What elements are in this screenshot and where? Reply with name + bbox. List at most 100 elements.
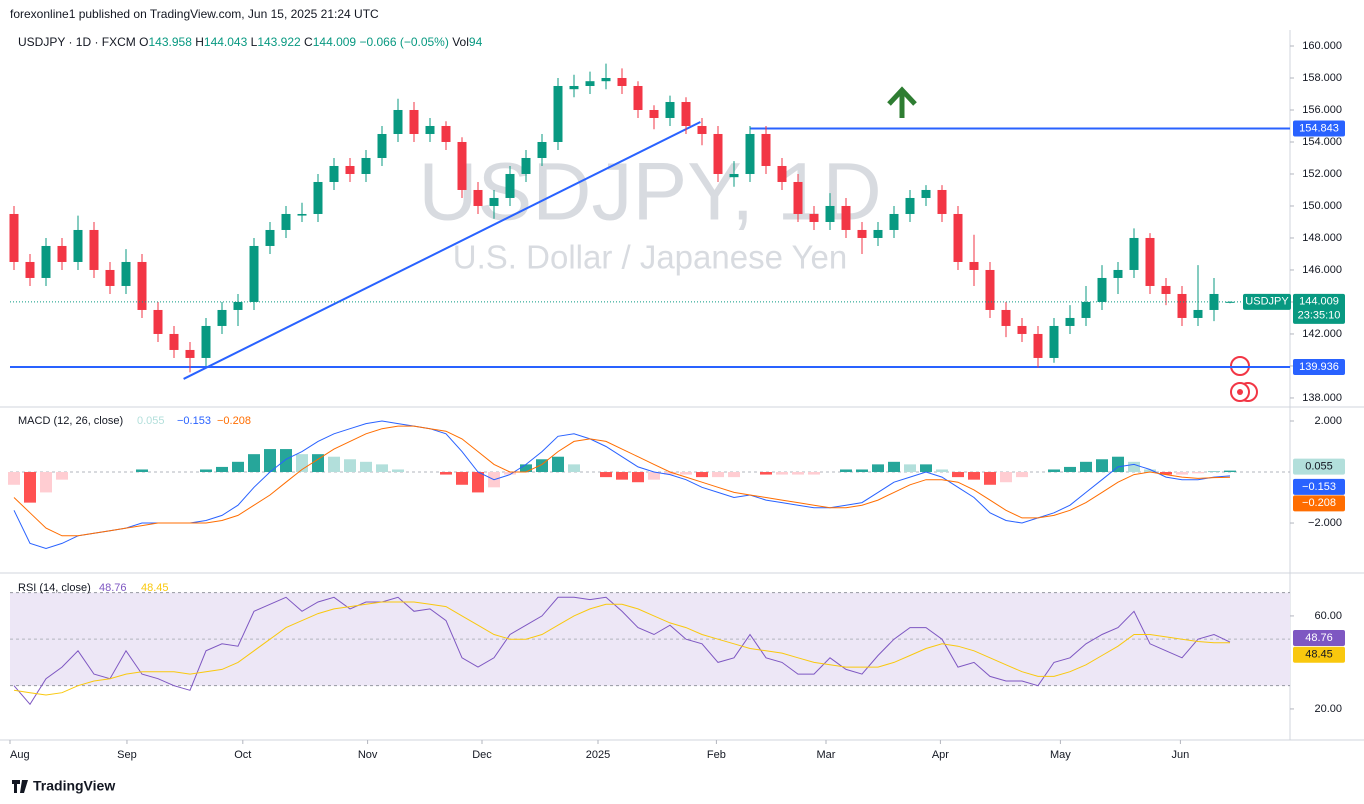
candle-body bbox=[1161, 285, 1171, 294]
last-price: 144.009 bbox=[1299, 296, 1339, 308]
legend-value: 0.055 bbox=[137, 415, 165, 427]
candle-body bbox=[1033, 333, 1043, 358]
candle-body bbox=[665, 101, 675, 118]
candle-body bbox=[409, 109, 419, 134]
y-tick-label: 148.000 bbox=[1302, 232, 1342, 244]
histogram-bar bbox=[40, 472, 52, 493]
y-tick-label: −2.000 bbox=[1308, 517, 1342, 529]
y-tick-label: 60.00 bbox=[1314, 610, 1342, 622]
y-tick-label: 158.000 bbox=[1302, 72, 1342, 84]
histogram-bar bbox=[1064, 466, 1076, 473]
change: −0.066 (−0.05%) bbox=[359, 35, 449, 49]
histogram-bar bbox=[376, 464, 388, 473]
candle-body bbox=[329, 165, 339, 182]
histogram-bar bbox=[936, 469, 948, 473]
level-label: 139.936 bbox=[1299, 361, 1339, 373]
candle-body bbox=[569, 85, 579, 90]
histogram-bar bbox=[776, 472, 788, 475]
last-value-box bbox=[1293, 646, 1345, 663]
candle-body bbox=[345, 165, 355, 174]
x-tick-label: Jun bbox=[1172, 749, 1190, 761]
histogram-bar bbox=[504, 472, 516, 475]
histogram-bar bbox=[1192, 472, 1204, 474]
candle-body bbox=[473, 189, 483, 206]
last-value: 0.055 bbox=[1305, 461, 1333, 473]
h-label: H bbox=[195, 35, 204, 49]
candle-body bbox=[809, 213, 819, 222]
candle-body bbox=[1081, 301, 1091, 318]
histogram-bar bbox=[1016, 472, 1028, 478]
candle-body bbox=[1017, 325, 1027, 334]
candle-body bbox=[985, 269, 995, 310]
candle-body bbox=[169, 333, 179, 350]
histogram-bar bbox=[248, 454, 260, 473]
candle-body bbox=[425, 125, 435, 134]
histogram-bar bbox=[872, 464, 884, 473]
last-value: 48.45 bbox=[1305, 649, 1333, 661]
watermark-sub: U.S. Dollar / Japanese Yen bbox=[453, 239, 847, 276]
candle-body bbox=[41, 245, 51, 278]
candle-body bbox=[457, 141, 467, 190]
candle-body bbox=[857, 229, 867, 238]
rsi-band bbox=[10, 592, 1290, 686]
c-label: C bbox=[304, 35, 313, 49]
histogram-bar bbox=[312, 454, 324, 473]
last-value-box bbox=[1293, 458, 1345, 475]
histogram-bar bbox=[1080, 461, 1092, 473]
histogram-bar bbox=[632, 472, 644, 483]
last-value-box bbox=[1293, 630, 1345, 647]
x-tick-label: May bbox=[1050, 749, 1071, 761]
candle-body bbox=[361, 157, 371, 174]
x-tick-label: Sep bbox=[117, 749, 137, 761]
candle-body bbox=[1145, 237, 1155, 286]
histogram-bar bbox=[1208, 471, 1220, 473]
histogram-bar bbox=[952, 472, 964, 478]
histogram-bar bbox=[856, 469, 868, 473]
candle-body bbox=[201, 325, 211, 358]
histogram-bar bbox=[216, 466, 228, 473]
candle-body bbox=[9, 213, 19, 262]
candle-body bbox=[793, 181, 803, 214]
histogram-bar bbox=[520, 464, 532, 473]
ticker-box bbox=[1243, 293, 1291, 310]
histogram-bar bbox=[1160, 472, 1172, 475]
candle-body bbox=[969, 261, 979, 270]
candle-body bbox=[297, 213, 307, 216]
candle-body bbox=[153, 309, 163, 334]
histogram-bar bbox=[264, 449, 276, 473]
candle-body bbox=[617, 77, 627, 86]
x-tick-label: Nov bbox=[358, 749, 378, 761]
histogram-bar bbox=[344, 459, 356, 473]
histogram-bar bbox=[200, 469, 212, 473]
histogram-bar bbox=[568, 464, 580, 473]
level-label-box bbox=[1293, 120, 1345, 137]
candle-body bbox=[825, 205, 835, 222]
histogram-bar bbox=[232, 461, 244, 473]
candle-body bbox=[537, 141, 547, 158]
up-arrow bbox=[887, 86, 917, 118]
histogram-bar bbox=[456, 472, 468, 485]
histogram-bar bbox=[552, 456, 564, 473]
candle-body bbox=[1097, 277, 1107, 302]
candle-body bbox=[393, 109, 403, 134]
legend-value: 48.76 bbox=[99, 582, 127, 594]
vol-value: 94 bbox=[468, 35, 483, 49]
histogram-bar bbox=[24, 472, 36, 503]
candle-body bbox=[73, 229, 83, 262]
x-tick-label: Mar bbox=[817, 749, 836, 761]
legend-value: −0.153 bbox=[177, 415, 211, 427]
histogram-bar bbox=[984, 472, 996, 485]
histogram-bar bbox=[600, 472, 612, 478]
y-tick-label: 150.000 bbox=[1302, 200, 1342, 212]
histogram-bar bbox=[8, 472, 20, 485]
published-line: forexonline1 published on TradingView.co… bbox=[10, 7, 379, 21]
histogram-bar bbox=[360, 461, 372, 473]
candle-body bbox=[57, 245, 67, 262]
histogram-bar bbox=[1048, 469, 1060, 473]
candle-body bbox=[313, 181, 323, 214]
histogram-bar bbox=[440, 472, 452, 475]
y-tick-label: 146.000 bbox=[1302, 264, 1342, 276]
candle-body bbox=[553, 85, 563, 142]
candle-body bbox=[521, 157, 531, 174]
